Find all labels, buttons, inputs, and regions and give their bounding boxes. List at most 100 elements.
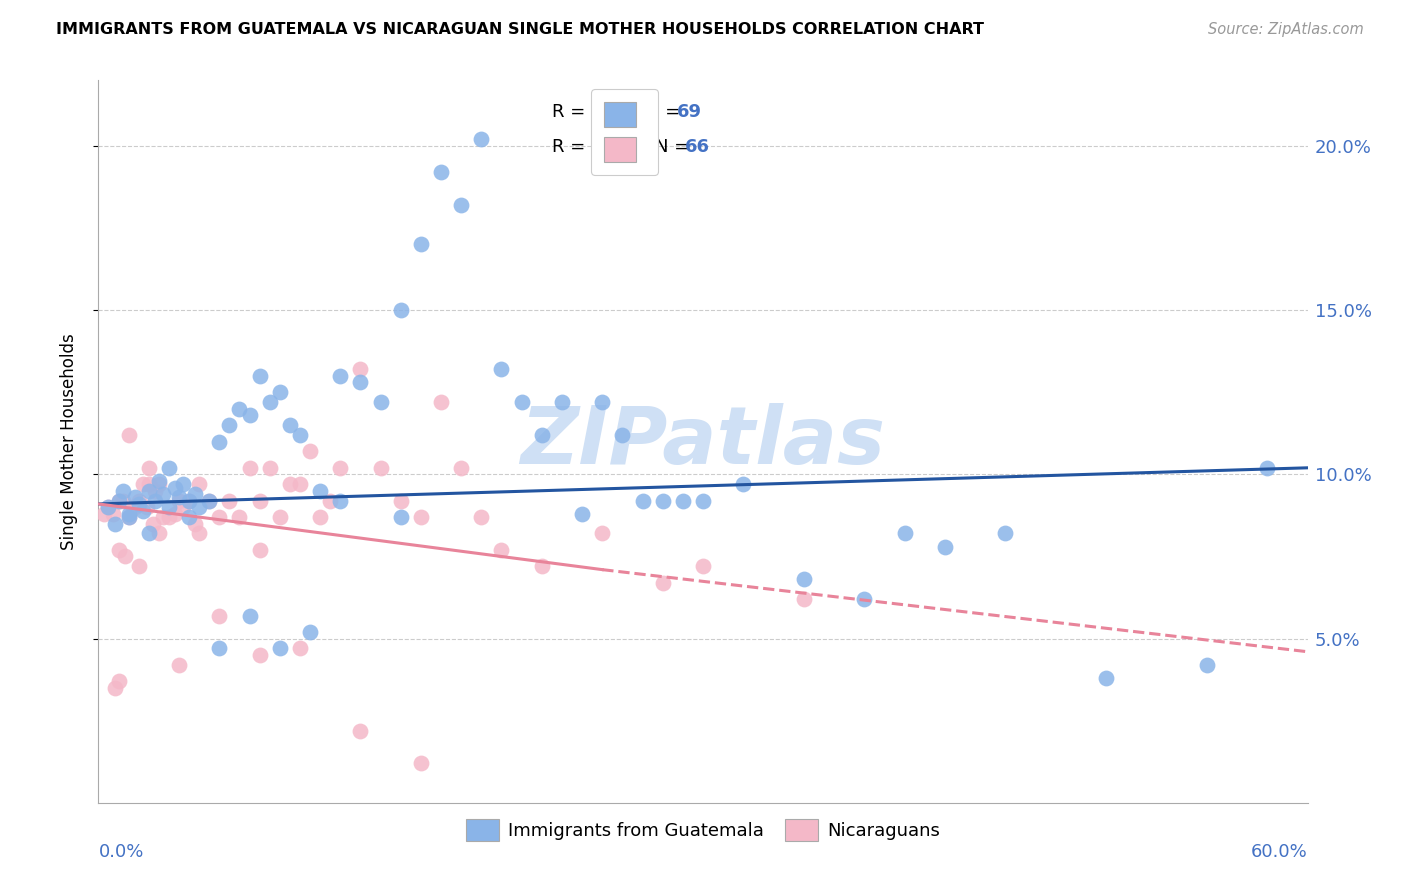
Point bbox=[114, 549, 136, 564]
Text: Source: ZipAtlas.com: Source: ZipAtlas.com bbox=[1208, 22, 1364, 37]
Point bbox=[853, 592, 876, 607]
Point bbox=[103, 516, 125, 531]
Point bbox=[142, 516, 165, 531]
Point bbox=[288, 477, 311, 491]
Point bbox=[163, 481, 186, 495]
Point bbox=[299, 444, 322, 458]
Point bbox=[128, 559, 150, 574]
Point bbox=[172, 477, 194, 491]
Text: R =: R = bbox=[551, 138, 591, 156]
Point bbox=[530, 559, 553, 574]
Point bbox=[510, 395, 533, 409]
Point bbox=[152, 510, 174, 524]
Point bbox=[733, 477, 755, 491]
Point bbox=[278, 418, 301, 433]
Point bbox=[188, 477, 211, 491]
Point bbox=[118, 428, 141, 442]
Point bbox=[157, 460, 180, 475]
Point bbox=[450, 198, 472, 212]
Point bbox=[309, 483, 332, 498]
Point bbox=[179, 493, 201, 508]
Point bbox=[135, 500, 157, 515]
Text: R =: R = bbox=[551, 103, 591, 121]
Point bbox=[218, 418, 240, 433]
Point bbox=[249, 648, 271, 662]
Point bbox=[208, 434, 231, 449]
Point bbox=[138, 460, 160, 475]
Text: 60.0%: 60.0% bbox=[1251, 843, 1308, 861]
Point bbox=[157, 510, 180, 524]
Point bbox=[118, 507, 141, 521]
Point bbox=[1256, 460, 1278, 475]
Text: 0.0%: 0.0% bbox=[98, 843, 143, 861]
Point bbox=[329, 493, 352, 508]
Point bbox=[349, 376, 371, 390]
Point bbox=[269, 385, 291, 400]
Point bbox=[370, 460, 392, 475]
Point bbox=[329, 460, 352, 475]
Text: N =: N = bbox=[647, 103, 686, 121]
Point bbox=[138, 526, 160, 541]
Point bbox=[934, 540, 956, 554]
Point bbox=[1195, 657, 1218, 672]
Point bbox=[692, 559, 714, 574]
Point bbox=[179, 493, 201, 508]
Point bbox=[994, 526, 1017, 541]
Point bbox=[111, 483, 134, 498]
Point bbox=[470, 510, 492, 524]
Point bbox=[218, 493, 240, 508]
Point bbox=[288, 641, 311, 656]
Point bbox=[132, 503, 155, 517]
Y-axis label: Single Mother Households: Single Mother Households bbox=[59, 334, 77, 549]
Point bbox=[278, 477, 301, 491]
Point bbox=[239, 409, 262, 423]
Point bbox=[692, 493, 714, 508]
Text: ZIPatlas: ZIPatlas bbox=[520, 402, 886, 481]
Point bbox=[228, 510, 250, 524]
Point bbox=[239, 460, 262, 475]
Point bbox=[167, 493, 190, 508]
Point bbox=[138, 477, 160, 491]
Point bbox=[893, 526, 915, 541]
Point bbox=[239, 608, 262, 623]
Point bbox=[430, 165, 453, 179]
Point bbox=[198, 493, 221, 508]
Point bbox=[103, 681, 125, 695]
Point bbox=[167, 657, 190, 672]
Point bbox=[1095, 671, 1118, 685]
Point bbox=[793, 573, 815, 587]
Point bbox=[470, 132, 492, 146]
Point bbox=[167, 491, 190, 505]
Point bbox=[107, 493, 129, 508]
Point bbox=[299, 625, 322, 640]
Point bbox=[319, 493, 342, 508]
Point bbox=[309, 510, 332, 524]
Point bbox=[329, 368, 352, 383]
Point bbox=[591, 395, 613, 409]
Point bbox=[97, 500, 120, 515]
Point bbox=[389, 493, 412, 508]
Point bbox=[107, 674, 129, 689]
Text: 66: 66 bbox=[685, 138, 710, 156]
Point bbox=[124, 491, 146, 505]
Point bbox=[370, 395, 392, 409]
Point bbox=[612, 428, 634, 442]
Point bbox=[491, 542, 513, 557]
Text: IMMIGRANTS FROM GUATEMALA VS NICARAGUAN SINGLE MOTHER HOUSEHOLDS CORRELATION CHA: IMMIGRANTS FROM GUATEMALA VS NICARAGUAN … bbox=[56, 22, 984, 37]
Point bbox=[163, 507, 186, 521]
Point bbox=[111, 493, 134, 508]
Point bbox=[128, 497, 150, 511]
Point bbox=[107, 542, 129, 557]
Point bbox=[132, 477, 155, 491]
Point bbox=[184, 516, 207, 531]
Point bbox=[269, 641, 291, 656]
Point bbox=[259, 395, 281, 409]
Point bbox=[672, 493, 695, 508]
Point bbox=[188, 526, 211, 541]
Point bbox=[179, 510, 201, 524]
Point bbox=[349, 723, 371, 738]
Point bbox=[409, 510, 432, 524]
Point bbox=[249, 368, 271, 383]
Point bbox=[651, 493, 673, 508]
Point bbox=[107, 493, 129, 508]
